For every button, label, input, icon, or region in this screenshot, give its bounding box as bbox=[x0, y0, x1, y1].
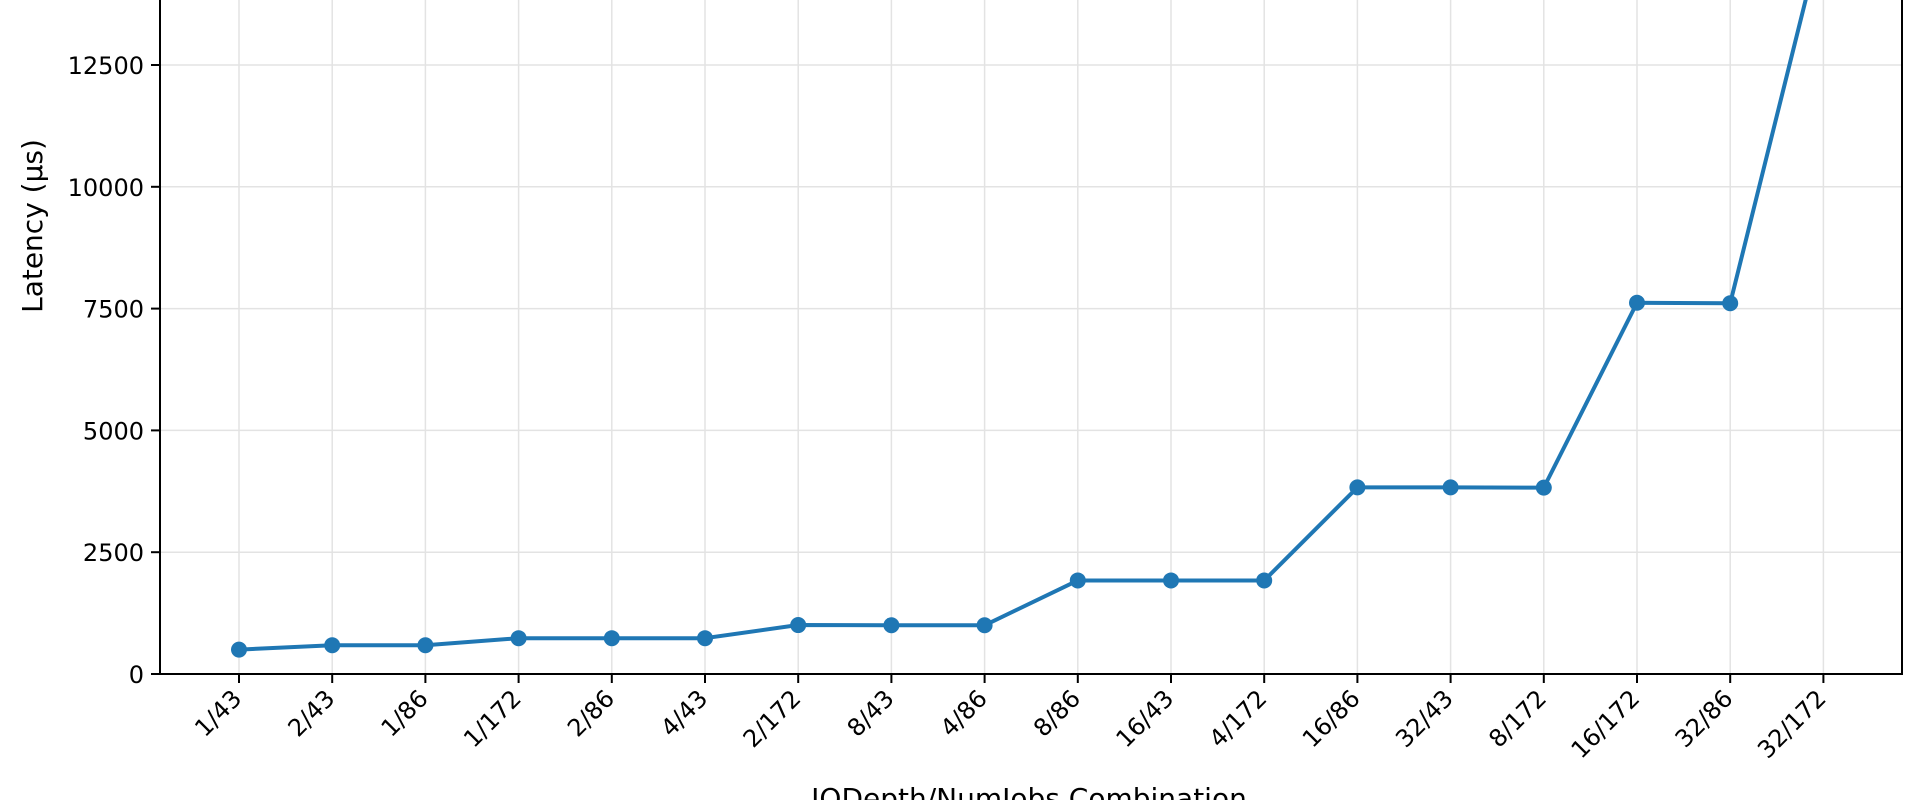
data-point bbox=[697, 630, 713, 646]
x-tick-label: 8/172 bbox=[1483, 684, 1552, 753]
plot-frame bbox=[160, 0, 1902, 674]
axes-layer bbox=[160, 0, 1902, 674]
x-tick-label: 2/43 bbox=[283, 684, 341, 742]
data-point bbox=[604, 630, 620, 646]
data-point bbox=[324, 637, 340, 653]
data-point bbox=[977, 617, 993, 633]
y-tick-label: 12500 bbox=[68, 52, 144, 80]
data-point bbox=[883, 617, 899, 633]
data-point bbox=[790, 617, 806, 633]
x-tick-label: 16/172 bbox=[1566, 684, 1646, 764]
x-tick-label: 1/86 bbox=[376, 684, 434, 742]
data-point bbox=[1070, 572, 1086, 588]
x-tick-label: 4/172 bbox=[1204, 684, 1273, 753]
data-point bbox=[1256, 572, 1272, 588]
y-tick-label: 2500 bbox=[83, 539, 144, 567]
x-tick-label: 8/43 bbox=[842, 684, 900, 742]
data-point bbox=[1722, 295, 1738, 311]
data-point bbox=[1443, 479, 1459, 495]
grid-layer bbox=[160, 0, 1902, 674]
data-point bbox=[1536, 480, 1552, 496]
data-point bbox=[231, 642, 247, 658]
y-tick-label: 5000 bbox=[83, 417, 144, 445]
data-point bbox=[1163, 572, 1179, 588]
y-tick-label: 0 bbox=[129, 661, 144, 689]
x-tick-label: 16/86 bbox=[1297, 684, 1366, 753]
x-tick-label: 32/43 bbox=[1390, 684, 1459, 753]
x-tick-label: 4/43 bbox=[655, 684, 713, 742]
x-tick-label: 1/43 bbox=[189, 684, 247, 742]
x-tick-label: 32/172 bbox=[1752, 684, 1832, 764]
data-point bbox=[511, 630, 527, 646]
y-axis-label: Latency (µs) bbox=[16, 139, 49, 313]
x-tick-label: 16/43 bbox=[1111, 684, 1180, 753]
y-tick-label: 10000 bbox=[68, 174, 144, 202]
x-tick-label: 1/172 bbox=[458, 684, 527, 753]
x-tick-label: 2/86 bbox=[562, 684, 620, 742]
series-layer bbox=[231, 0, 1823, 658]
y-tick-label: 7500 bbox=[83, 296, 144, 324]
data-point bbox=[417, 637, 433, 653]
x-tick-label: 4/86 bbox=[935, 684, 993, 742]
x-tick-label: 32/86 bbox=[1670, 684, 1739, 753]
x-tick-label: 8/86 bbox=[1028, 684, 1086, 742]
x-tick-label: 2/172 bbox=[738, 684, 807, 753]
data-point bbox=[1349, 479, 1365, 495]
x-axis-label: IODepth/NumJobs Combination bbox=[811, 782, 1247, 800]
data-point bbox=[1629, 295, 1645, 311]
